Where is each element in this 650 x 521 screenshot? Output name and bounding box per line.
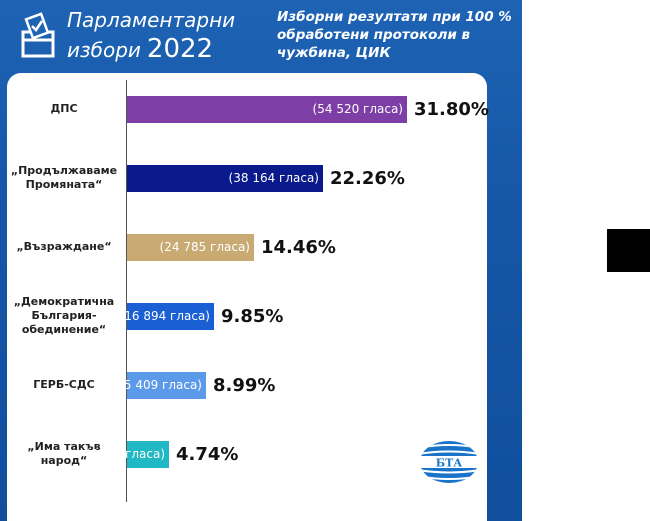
percent-label: 31.80% — [414, 99, 489, 120]
category-label: „Продължаваме Промяната“ — [10, 164, 118, 191]
page-title-year: 2022 — [146, 34, 214, 64]
bar: (24 785 гласа) — [127, 234, 254, 261]
bta-globe-logo: БТА — [420, 441, 478, 483]
category-label: „Демократична България- обединение“ — [13, 295, 115, 336]
category-label: „Има такъв народ“ — [27, 440, 101, 467]
black-square — [607, 229, 650, 272]
chart-axis-line — [126, 80, 127, 502]
page-title-line2: избори 2022 — [67, 34, 213, 64]
bar: (38 164 гласа) — [127, 165, 323, 192]
category-label: ДПС — [50, 102, 78, 115]
votes-label: (8131 гласа) — [86, 447, 165, 461]
percent-label: 4.74% — [176, 444, 239, 465]
page-title-word: избори — [67, 38, 141, 62]
ballot-box-icon — [21, 12, 55, 58]
votes-label: (54 520 гласа) — [312, 102, 403, 116]
percent-label: 9.85% — [221, 306, 284, 327]
chart-subtitle: Изборни резултати при 100 % обработени п… — [277, 9, 512, 61]
percent-label: 8.99% — [213, 375, 276, 396]
votes-label: (16 894 гласа) — [119, 309, 210, 323]
category-label: ГЕРБ-СДС — [33, 378, 95, 391]
votes-label: (15 409 гласа) — [111, 378, 202, 392]
category-label: „Възраждане“ — [16, 240, 112, 253]
percent-label: 14.46% — [261, 237, 336, 258]
votes-label: (24 785 гласа) — [159, 240, 250, 254]
chart-panel — [7, 73, 487, 521]
percent-label: 22.26% — [330, 168, 405, 189]
bar: (15 409 гласа) — [112, 372, 206, 399]
bar: (16 894 гласа) — [120, 303, 214, 330]
bar: (54 520 гласа) — [127, 96, 407, 123]
bar: (8131 гласа) — [86, 441, 169, 468]
svg-text:БТА: БТА — [436, 457, 463, 470]
page-title-line1: Парламентарни — [67, 8, 236, 32]
votes-label: (38 164 гласа) — [228, 171, 319, 185]
